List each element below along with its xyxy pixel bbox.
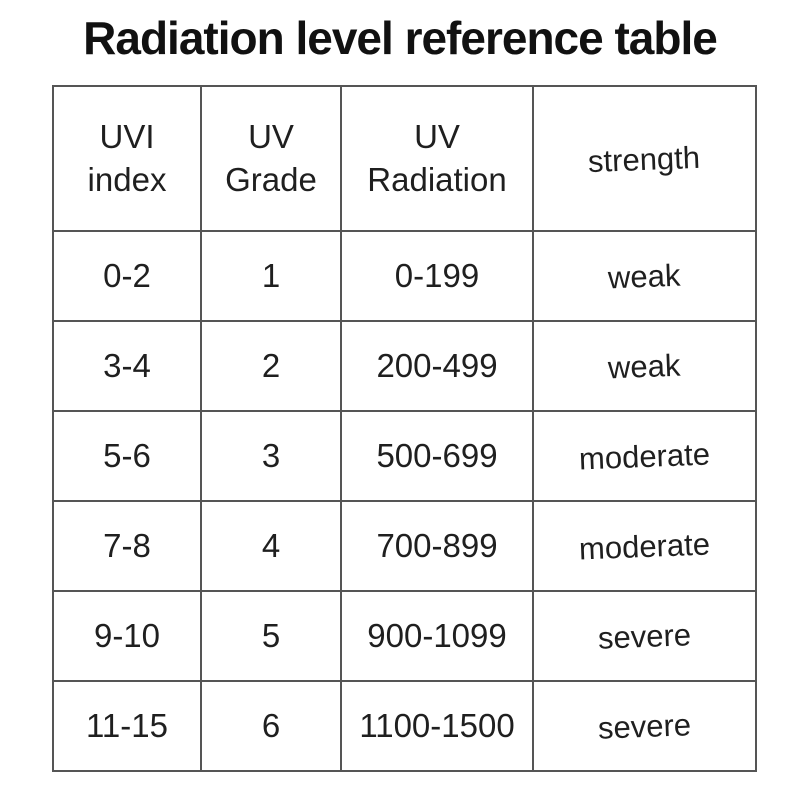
strength-value: severe [597, 707, 692, 746]
strength-value: weak [607, 257, 682, 296]
cell-strength: moderate [532, 410, 757, 502]
strength-value: moderate [578, 526, 711, 567]
table-row: 5-6 3 500-699 moderate [52, 410, 757, 502]
cell-strength: severe [532, 680, 757, 772]
cell-uv-grade: 1 [200, 230, 342, 322]
cell-uvi-index: 3-4 [52, 320, 202, 412]
table-row: 11-15 6 1100-1500 severe [52, 680, 757, 772]
cell-strength: severe [532, 590, 757, 682]
table-row: 7-8 4 700-899 moderate [52, 500, 757, 592]
cell-uv-grade: 6 [200, 680, 342, 772]
cell-uv-radiation: 700-899 [340, 500, 534, 592]
cell-uvi-index: 7-8 [52, 500, 202, 592]
header-line: Grade [225, 160, 317, 198]
cell-uv-radiation: 200-499 [340, 320, 534, 412]
header-line: UV [414, 118, 460, 156]
col-header-strength: strength [532, 85, 757, 232]
cell-strength: moderate [532, 500, 757, 592]
cell-uv-grade: 2 [200, 320, 342, 412]
cell-uv-grade: 5 [200, 590, 342, 682]
radiation-reference-table: UVI index UV Grade UV Radiation strength… [52, 85, 757, 772]
header-line: UVI [99, 118, 155, 156]
header-line: UV [248, 118, 294, 156]
strength-value: moderate [578, 436, 711, 477]
cell-uvi-index: 0-2 [52, 230, 202, 322]
cell-uvi-index: 9-10 [52, 590, 202, 682]
col-header-uvi-index: UVI index [52, 85, 202, 232]
header-line: strength [587, 139, 702, 179]
cell-uv-radiation: 1100-1500 [340, 680, 534, 772]
cell-uv-radiation: 900-1099 [340, 590, 534, 682]
cell-uv-radiation: 0-199 [340, 230, 534, 322]
cell-uv-grade: 4 [200, 500, 342, 592]
table-header-row: UVI index UV Grade UV Radiation strength [52, 85, 757, 232]
cell-uv-grade: 3 [200, 410, 342, 502]
cell-uvi-index: 5-6 [52, 410, 202, 502]
page-title: Radiation level reference table [83, 12, 718, 64]
col-header-uv-grade: UV Grade [200, 85, 342, 232]
cell-strength: weak [532, 230, 757, 322]
cell-uvi-index: 11-15 [52, 680, 202, 772]
cell-uv-radiation: 500-699 [340, 410, 534, 502]
strength-value: severe [597, 617, 692, 656]
col-header-uv-radiation: UV Radiation [340, 85, 534, 232]
cell-strength: weak [532, 320, 757, 412]
table-row: 0-2 1 0-199 weak [52, 230, 757, 322]
header-line: Radiation [367, 160, 507, 198]
table-row: 9-10 5 900-1099 severe [52, 590, 757, 682]
strength-value: weak [607, 347, 682, 386]
table-row: 3-4 2 200-499 weak [52, 320, 757, 412]
header-line: index [87, 160, 167, 198]
